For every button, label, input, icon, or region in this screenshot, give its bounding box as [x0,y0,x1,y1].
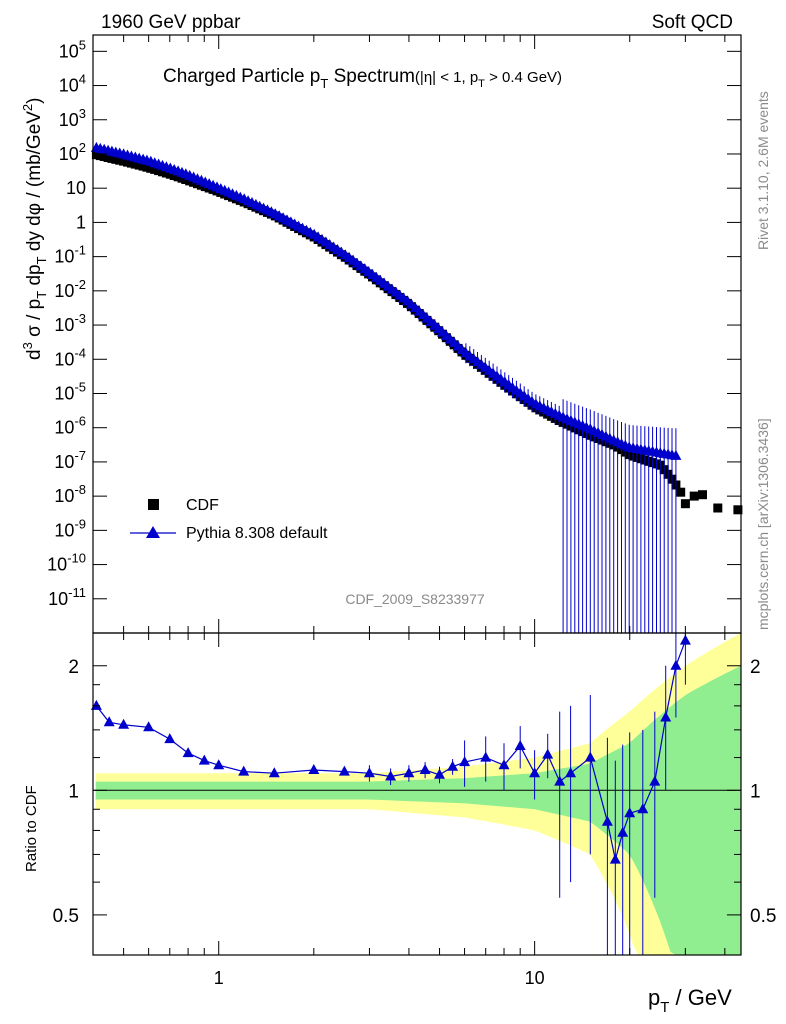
cdf-marker [733,505,743,515]
main-y-axis-label: d3 σ / pT dpT dy dφ / (mb/GeV2) [20,98,49,361]
x-tick-label: 10 [525,968,545,988]
x-tick-label: 1 [214,968,224,988]
ratio-marker [609,853,621,864]
ratio-marker [660,711,672,722]
ratio-marker [565,767,577,778]
analysis-id-label: CDF_2009_S8233977 [345,591,485,607]
ratio-panel [90,633,741,955]
y-tick-label: 10-9 [54,516,86,540]
legend-cdf-label: CDF [186,497,219,514]
y-tick-label: 10-4 [54,345,86,369]
cdf-marker [698,490,707,500]
ratio-marker [238,765,250,776]
ratio-marker [649,775,661,786]
ratio-marker [670,659,682,670]
chart-title-suffix-end: > 0.4 GeV) [485,69,562,86]
ratio-y-tick-label-right: 1 [750,781,761,802]
cdf-marker [689,491,699,501]
ratio-marker [164,733,176,744]
ratio-marker [403,767,415,778]
ratio-marker [143,721,155,732]
chart-title: Charged Particle pT Spectrum(|η| < 1, pT… [163,66,562,91]
y-tick-label: 102 [59,140,86,164]
legend: CDF Pythia 8.308 default [130,497,328,542]
ratio-uncertainty-bands [95,633,741,955]
ratio-marker [480,751,492,762]
ratio-marker [90,699,102,710]
ratio-marker [268,767,280,778]
ratio-marker [363,767,375,778]
y-tick-label: 105 [59,37,86,61]
header-left-label: 1960 GeV ppbar [101,12,241,33]
ratio-marker [624,807,636,818]
side-label-rivet: Rivet 3.1.10, 2.6M events [755,91,771,250]
ratio-y-tick-label-left: 2 [68,657,79,678]
side-label-mcplots: mcplots.cern.ch [arXiv:1306.3436] [755,418,771,630]
ratio-frame [92,632,742,956]
ratio-y-tick-label-left: 0.5 [53,906,79,927]
y-tick-label: 10-8 [54,482,86,506]
legend-pythia-label: Pythia 8.308 default [186,525,328,542]
y-tick-label: 10-2 [54,277,86,301]
ratio-marker [213,759,225,770]
ratio-y-tick-label-right: 0.5 [750,906,776,927]
y-tick-label: 10-6 [54,414,86,438]
cdf-marker [676,487,686,497]
svg-text:d3 σ / pT dpT dy dφ / (mb/GeV2: d3 σ / pT dpT dy dφ / (mb/GeV2) [20,98,49,361]
ratio-marker [385,770,397,781]
ratio-marker [584,751,596,762]
chart-title-suffix: (|η| < 1, p [415,69,478,86]
ratio-marker [498,759,510,770]
y-tick-label: 1 [76,212,86,232]
ratio-marker [103,716,115,727]
ratio-marker [338,765,350,776]
ratio-marker [617,826,629,837]
y-tick-label: 10 [66,178,86,198]
ratio-marker [637,803,649,814]
ratio-marker [542,748,554,759]
ratio-y-axis-label: Ratio to CDF [23,785,40,872]
y-tick-label: 10-1 [54,243,86,267]
legend-pythia-marker [146,526,160,538]
header-right-label: Soft QCD [652,12,733,33]
ratio-marker [434,768,445,779]
ratio-marker [601,815,613,826]
x-axis-label: pT / GeV [648,985,732,1016]
axes: 1 1010-1110-1010-910-810-710-610-510-410-… [47,34,776,988]
legend-cdf-marker [148,499,159,510]
y-tick-label: 104 [59,72,86,96]
ratio-y-tick-label-right: 2 [750,657,761,678]
ratio-marker [182,747,194,758]
ratio-marker [118,718,130,729]
ratio-marker [514,740,526,750]
y-tick-label: 10-7 [54,448,86,472]
y-tick-label: 103 [59,106,86,130]
ratio-marker [447,760,459,771]
ratio-marker [308,764,320,774]
y-tick-label: 10-3 [54,311,86,335]
ratio-y-tick-label-left: 1 [68,781,79,802]
cdf-marker [713,503,723,513]
ratio-band-inner [95,665,741,955]
y-tick-label: 10-10 [47,551,86,575]
ratio-marker [459,756,471,767]
main-panel [90,141,743,633]
chart-title-suffix-subscript: T [478,78,485,90]
ratio-marker [529,767,541,778]
y-tick-label: 10-5 [54,379,86,403]
chart-title-text: Charged Particle p [163,66,320,87]
cdf-marker [680,499,690,509]
ratio-marker [419,764,431,774]
chart-title-end: Spectrum [328,66,415,87]
ratio-marker [198,754,210,765]
svg-text:pT / GeV: pT / GeV [648,985,732,1016]
pythia-marker [670,449,682,460]
y-tick-label: 10-11 [48,585,86,609]
ratio-marker [554,775,566,786]
chart-title-subscript: T [320,76,328,91]
